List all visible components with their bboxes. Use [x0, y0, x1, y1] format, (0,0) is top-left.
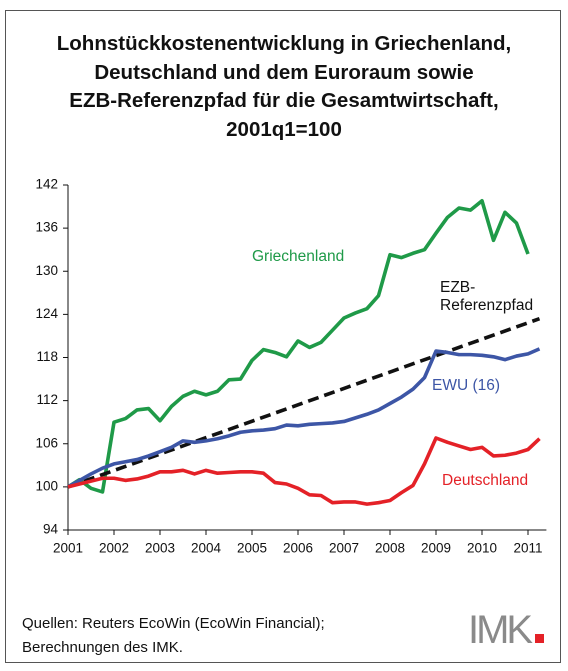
series-label: EWU (16) — [432, 377, 501, 394]
logo: IMK — [468, 608, 545, 653]
x-tick-label: 2003 — [145, 541, 175, 556]
x-tick-label: 2010 — [467, 541, 497, 556]
frame — [5, 10, 561, 663]
x-tick-label: 2008 — [375, 541, 405, 556]
y-tick-label: 136 — [35, 220, 58, 235]
series-label: Deutschland — [442, 472, 529, 489]
y-tick-label: 100 — [35, 478, 58, 493]
chart-title: Lohnstückkostenentwicklung in Griechenla… — [56, 32, 512, 141]
y-tick-label: 142 — [35, 177, 58, 192]
series-label: EZB-Referenzpfad — [440, 279, 534, 314]
y-tick-label: 130 — [35, 263, 58, 278]
x-tick-label: 2001 — [53, 541, 83, 556]
y-tick-label: 124 — [35, 306, 58, 321]
x-tick-label: 2006 — [283, 541, 313, 556]
y-tick-label: 112 — [36, 392, 58, 407]
series-line — [67, 316, 541, 489]
series-label: Griechenland — [252, 248, 345, 265]
y-tick-label: 106 — [35, 435, 58, 450]
series-line — [67, 347, 541, 489]
source-note: Quellen: Reuters EcoWin (EcoWin Financia… — [22, 615, 325, 656]
x-tick-label: 2009 — [421, 541, 451, 556]
logo-text: IMK — [468, 608, 533, 652]
series-line — [67, 436, 541, 506]
x-tick-label: 2005 — [237, 541, 267, 556]
x-tick-label: 2011 — [513, 541, 542, 556]
x-tick-label: 2004 — [191, 541, 222, 556]
y-tick-label: 94 — [43, 522, 59, 537]
y-tick-label: 118 — [36, 349, 58, 364]
logo-mark — [535, 634, 545, 643]
x-tick-label: 2007 — [329, 541, 359, 556]
series-line — [67, 199, 530, 494]
x-tick-label: 2002 — [99, 541, 129, 556]
